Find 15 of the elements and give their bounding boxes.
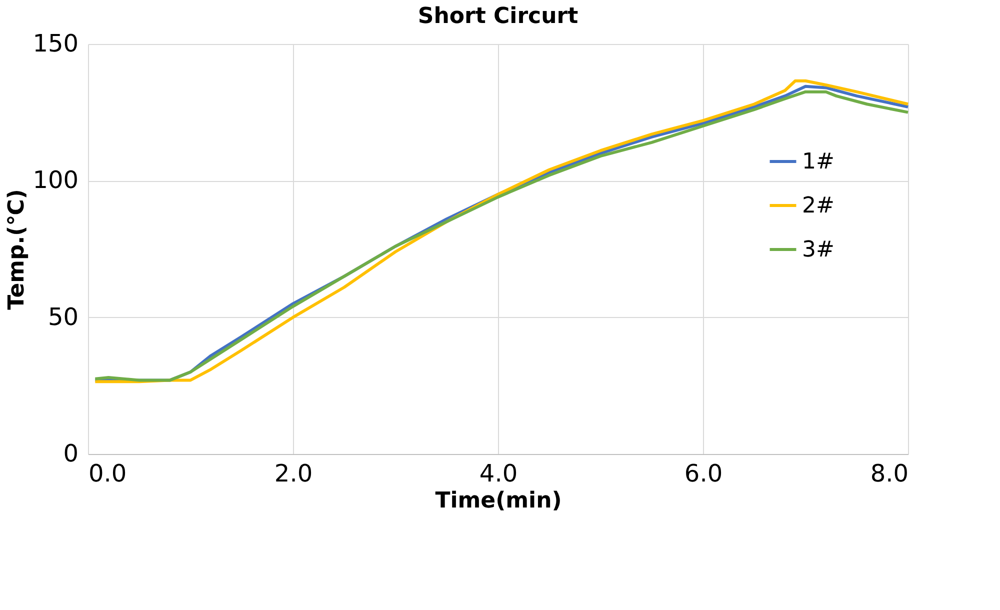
y-tick-label: 0: [63, 440, 78, 468]
legend-label: 1#: [802, 150, 834, 174]
legend-label: 2#: [802, 194, 834, 218]
x-tick-label: 2.0: [274, 460, 313, 488]
x-axis-title: Time(min): [435, 488, 562, 514]
y-tick-label: 150: [32, 30, 78, 58]
x-tick-label: 0.0: [88, 460, 127, 488]
y-axis-title: Temp.(℃): [4, 189, 30, 310]
x-tick-label: 8.0: [870, 460, 908, 488]
y-tick-label: 100: [32, 166, 78, 194]
y-tick-label: 50: [48, 302, 78, 331]
x-tick-label: 6.0: [684, 460, 723, 488]
x-tick-label: 4.0: [479, 460, 518, 488]
chart-title: Short Circurt: [418, 4, 579, 29]
legend-label: 3#: [802, 238, 834, 262]
